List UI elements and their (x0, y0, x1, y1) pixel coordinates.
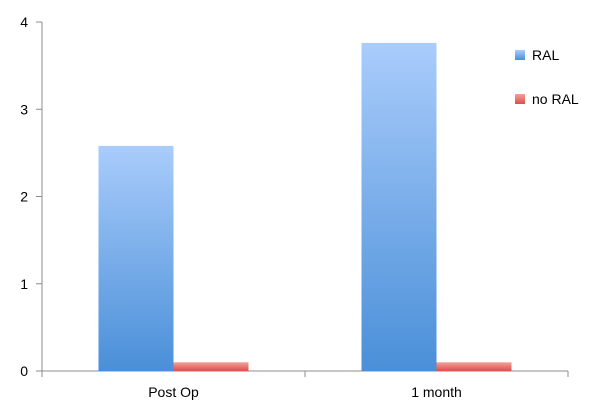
bar-ral-0 (99, 146, 174, 371)
legend-label: no RAL (532, 91, 579, 107)
bar-no-ral-1 (437, 362, 512, 371)
legend: RAL no RAL (515, 47, 579, 107)
bars (99, 43, 512, 371)
y-tick-label: 3 (20, 101, 28, 117)
y-tick-label: 1 (20, 276, 28, 292)
y-tick-label: 0 (20, 363, 28, 379)
bar-no-ral-0 (174, 362, 249, 371)
legend-swatch (515, 50, 525, 60)
y-tick-label: 2 (20, 189, 28, 205)
x-tick-label: 1 month (411, 384, 462, 400)
y-tick-label: 4 (20, 14, 28, 30)
legend-label: RAL (532, 47, 559, 63)
x-tick-label: Post Op (148, 384, 199, 400)
bar-ral-1 (362, 43, 437, 371)
legend-swatch (515, 94, 525, 104)
